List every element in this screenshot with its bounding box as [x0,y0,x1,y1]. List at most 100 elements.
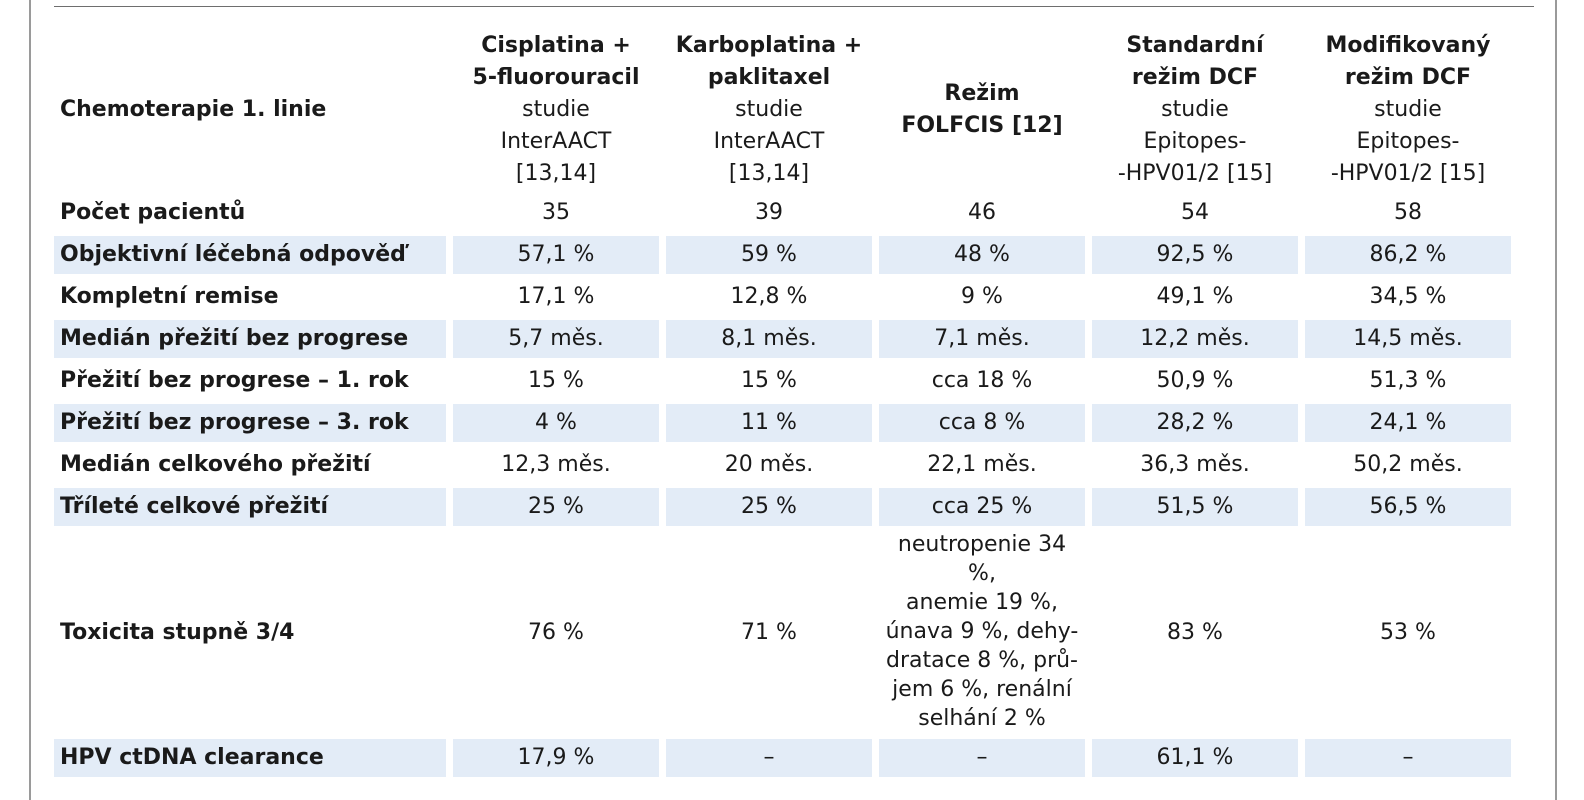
column-header-cisplatina: Cisplatina + 5-fluorouracil studie Inter… [453,30,659,190]
table-row: Kompletní remise 17,1 % 12,8 % 9 % 49,1 … [54,278,1511,316]
header-line: [13,14] [515,161,597,186]
right-frame-border [1555,0,1557,800]
corner-label: Chemoterapie 1. linie [60,97,327,122]
table-cell: 17,9 % [453,739,659,777]
table-row: Počet pacientů 35 39 46 54 58 [54,194,1511,232]
header-line: studie [735,97,803,122]
table-cell: – [1305,739,1511,777]
header-line: Modifikovaný [1325,33,1491,58]
column-header-standard-dcf: Standardní režim DCF studie Epitopes- -H… [1092,30,1298,190]
table-cell: 15 % [453,362,659,400]
table-cell: 12,3 měs. [453,446,659,484]
toxicity-line: dratace 8 %, prů- [886,648,1078,673]
header-line: režim DCF [1344,65,1472,90]
table-cell: 15 % [666,362,872,400]
column-header-modified-dcf: Modifikovaný režim DCF studie Epitopes- … [1305,30,1511,190]
header-line: [13,14] [728,161,810,186]
table-cell: 8,1 měs. [666,320,872,358]
table-cell: 53 % [1305,530,1511,735]
header-line: -HPV01/2 [15] [1330,161,1486,186]
toxicity-line: neutropenie 34 %, [897,532,1067,586]
table-cell: 61,1 % [1092,739,1298,777]
table-cell: 25 % [666,488,872,526]
table-row: Medián přežití bez progrese 5,7 měs. 8,1… [54,320,1511,358]
header-line: paklitaxel [707,65,831,90]
table-cell: 34,5 % [1305,278,1511,316]
table-row: Medián celkového přežití 12,3 měs. 20 mě… [54,446,1511,484]
table-cell: 59 % [666,236,872,274]
table-cell: 12,2 měs. [1092,320,1298,358]
column-header-folfcis: Režim FOLFCIS [12] [879,30,1085,190]
table-cell: 76 % [453,530,659,735]
header-line: Epitopes- [1143,129,1247,154]
toxicity-line: jem 6 %, renální [892,677,1072,702]
table-cell: 54 [1092,194,1298,232]
table-cell: 39 [666,194,872,232]
row-label: Přežití bez progrese – 1. rok [54,362,446,400]
table-cell: 9 % [879,278,1085,316]
header-line: studie [1161,97,1229,122]
table-body: Počet pacientů 35 39 46 54 58 Objektivní… [54,194,1511,777]
table-cell: 4 % [453,404,659,442]
table-cell: 57,1 % [453,236,659,274]
row-label: Přežití bez progrese – 3. rok [54,404,446,442]
header-line: -HPV01/2 [15] [1117,161,1273,186]
toxicity-row: Toxicita stupně 3/4 76 % 71 % neutropeni… [54,530,1511,735]
header-line: režim DCF [1131,65,1259,90]
table-cell: 36,3 měs. [1092,446,1298,484]
header-line: Standardní [1126,33,1264,58]
header-line: 5-fluorouracil [472,65,640,90]
table-cell: 51,3 % [1305,362,1511,400]
header-row: Chemoterapie 1. linie Cisplatina + 5-flu… [54,30,1511,190]
table-cell: 28,2 % [1092,404,1298,442]
table-row: Tříleté celkové přežití 25 % 25 % cca 25… [54,488,1511,526]
table-row: Přežití bez progrese – 3. rok 4 % 11 % c… [54,404,1511,442]
header-line: Režim [944,81,1020,106]
left-frame-border [29,0,31,800]
table-cell: 7,1 měs. [879,320,1085,358]
table-cell: – [666,739,872,777]
table-cell: 35 [453,194,659,232]
table-cell: 17,1 % [453,278,659,316]
toxicity-line: selhání 2 % [918,706,1046,731]
row-label: Medián celkového přežití [54,446,446,484]
table-cell: 71 % [666,530,872,735]
table-cell: 92,5 % [1092,236,1298,274]
table-cell: 11 % [666,404,872,442]
toxicity-folfcis-text: neutropenie 34 %, anemie 19 %, únava 9 %… [885,530,1079,733]
table-cell: 86,2 % [1305,236,1511,274]
top-rule [54,6,1534,7]
table-cell: 50,9 % [1092,362,1298,400]
header-line: Karboplatina + [675,33,863,58]
table-cell: cca 8 % [879,404,1085,442]
table-cell: 14,5 měs. [1305,320,1511,358]
header-line: InterAACT [500,129,612,154]
clearance-row: HPV ctDNA clearance 17,9 % – – 61,1 % – [54,739,1511,777]
toxicity-line: únava 9 %, dehy- [885,619,1079,644]
table-cell: 48 % [879,236,1085,274]
row-label: Tříleté celkové přežití [54,488,446,526]
row-label: Počet pacientů [54,194,446,232]
chemotherapy-results-table: Chemoterapie 1. linie Cisplatina + 5-flu… [47,26,1518,781]
row-label: Kompletní remise [54,278,446,316]
table-cell: 5,7 měs. [453,320,659,358]
table-cell: 25 % [453,488,659,526]
table-cell: 12,8 % [666,278,872,316]
header-line: studie [522,97,590,122]
row-label: Medián přežití bez progrese [54,320,446,358]
table-cell: 50,2 měs. [1305,446,1511,484]
table-cell: 56,5 % [1305,488,1511,526]
table-row: Objektivní léčebná odpověď 57,1 % 59 % 4… [54,236,1511,274]
table-cell: cca 18 % [879,362,1085,400]
header-line: InterAACT [713,129,825,154]
toxicity-line: anemie 19 %, [906,590,1058,615]
table-cell: 51,5 % [1092,488,1298,526]
header-line: Cisplatina + [481,33,631,58]
table-cell: 46 [879,194,1085,232]
row-label: Objektivní léčebná odpověď [54,236,446,274]
table-cell: 49,1 % [1092,278,1298,316]
header-line: Epitopes- [1356,129,1460,154]
table-row: Přežití bez progrese – 1. rok 15 % 15 % … [54,362,1511,400]
header-line: studie [1374,97,1442,122]
table-cell: – [879,739,1085,777]
